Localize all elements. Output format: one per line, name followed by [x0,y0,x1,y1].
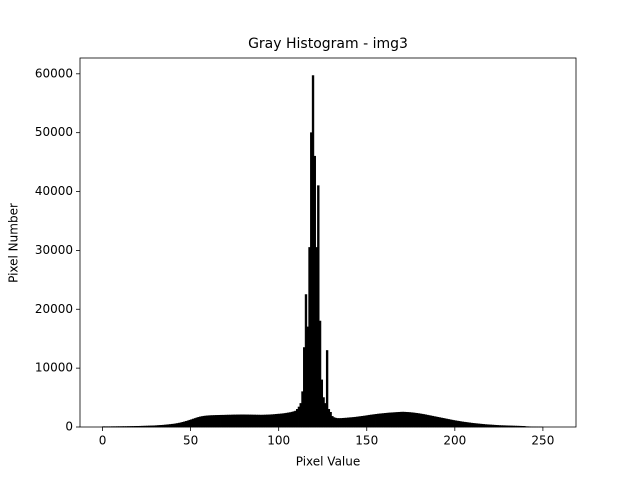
y-tick-label: 40000 [35,184,73,198]
y-tick-label: 0 [65,420,73,434]
x-tick-label: 150 [355,434,378,448]
x-tick-label: 200 [443,434,466,448]
x-tick-label: 0 [99,434,107,448]
y-tick-label: 10000 [35,361,73,375]
y-tick-label: 60000 [35,66,73,80]
x-tick-label: 50 [183,434,198,448]
x-tick-label: 250 [531,434,554,448]
y-axis-label: Pixel Number [7,203,21,283]
y-tick-label: 30000 [35,243,73,257]
chart-title: Gray Histogram - img3 [248,36,408,52]
y-tick-label: 20000 [35,302,73,316]
x-axis-label: Pixel Value [296,455,361,469]
axes-frame [79,57,577,428]
x-tick-label: 100 [267,434,290,448]
y-tick-label: 50000 [35,125,73,139]
